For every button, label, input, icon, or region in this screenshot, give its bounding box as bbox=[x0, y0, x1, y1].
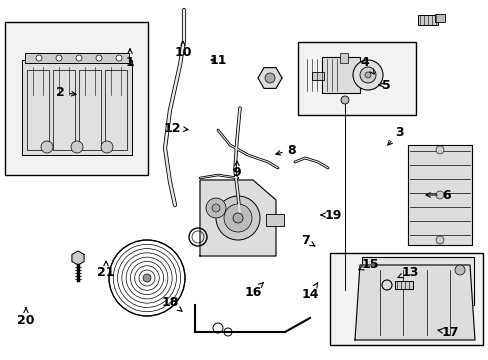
Polygon shape bbox=[72, 251, 84, 265]
Text: 17: 17 bbox=[437, 325, 458, 338]
Polygon shape bbox=[258, 68, 282, 89]
Circle shape bbox=[96, 55, 102, 61]
Bar bbox=[79, 70, 101, 150]
Circle shape bbox=[142, 274, 151, 282]
Bar bbox=[53, 70, 75, 150]
Bar bbox=[311, 72, 324, 80]
Text: 13: 13 bbox=[397, 266, 418, 279]
Circle shape bbox=[205, 198, 225, 218]
Bar bbox=[105, 70, 127, 150]
Circle shape bbox=[76, 55, 82, 61]
Circle shape bbox=[224, 204, 251, 232]
Bar bbox=[5, 22, 148, 175]
Bar bbox=[22, 60, 132, 155]
Circle shape bbox=[216, 196, 260, 240]
Text: 12: 12 bbox=[163, 122, 187, 135]
Polygon shape bbox=[354, 265, 474, 340]
Circle shape bbox=[352, 60, 382, 90]
Circle shape bbox=[101, 141, 113, 153]
Text: 8: 8 bbox=[275, 144, 296, 157]
Bar bbox=[434, 14, 444, 22]
Bar bbox=[339, 53, 347, 63]
Text: 4: 4 bbox=[360, 55, 373, 74]
Circle shape bbox=[116, 55, 122, 61]
Text: 7: 7 bbox=[300, 234, 314, 247]
Bar bbox=[297, 42, 415, 115]
Text: 5: 5 bbox=[378, 78, 389, 91]
Text: 20: 20 bbox=[17, 308, 35, 327]
Bar bbox=[265, 214, 284, 226]
Circle shape bbox=[435, 236, 443, 244]
Bar bbox=[361, 257, 473, 305]
Circle shape bbox=[71, 141, 83, 153]
Text: 9: 9 bbox=[232, 161, 241, 179]
Circle shape bbox=[340, 96, 348, 104]
Bar bbox=[394, 281, 412, 289]
Text: 2: 2 bbox=[56, 86, 76, 99]
Text: 1: 1 bbox=[125, 49, 134, 68]
Text: 14: 14 bbox=[301, 283, 318, 302]
Text: 6: 6 bbox=[425, 189, 450, 202]
Bar bbox=[417, 15, 437, 25]
Circle shape bbox=[232, 213, 243, 223]
Text: 15: 15 bbox=[358, 258, 378, 271]
Circle shape bbox=[212, 204, 220, 212]
Text: 3: 3 bbox=[387, 126, 404, 145]
Circle shape bbox=[56, 55, 62, 61]
Circle shape bbox=[36, 55, 42, 61]
Circle shape bbox=[41, 141, 53, 153]
Circle shape bbox=[264, 73, 274, 83]
Bar bbox=[27, 70, 49, 150]
Text: 10: 10 bbox=[174, 41, 191, 59]
Text: 18: 18 bbox=[161, 296, 182, 311]
Text: 11: 11 bbox=[209, 54, 226, 67]
Circle shape bbox=[364, 72, 370, 78]
Polygon shape bbox=[407, 145, 471, 245]
Bar bbox=[25, 53, 129, 63]
Circle shape bbox=[435, 191, 443, 199]
Polygon shape bbox=[200, 180, 275, 256]
Bar bbox=[321, 57, 359, 93]
Circle shape bbox=[454, 265, 464, 275]
Text: 19: 19 bbox=[321, 208, 341, 221]
Text: 21: 21 bbox=[97, 261, 115, 279]
Circle shape bbox=[359, 67, 375, 83]
Bar bbox=[329, 253, 482, 345]
Text: 16: 16 bbox=[244, 283, 263, 298]
Circle shape bbox=[435, 146, 443, 154]
